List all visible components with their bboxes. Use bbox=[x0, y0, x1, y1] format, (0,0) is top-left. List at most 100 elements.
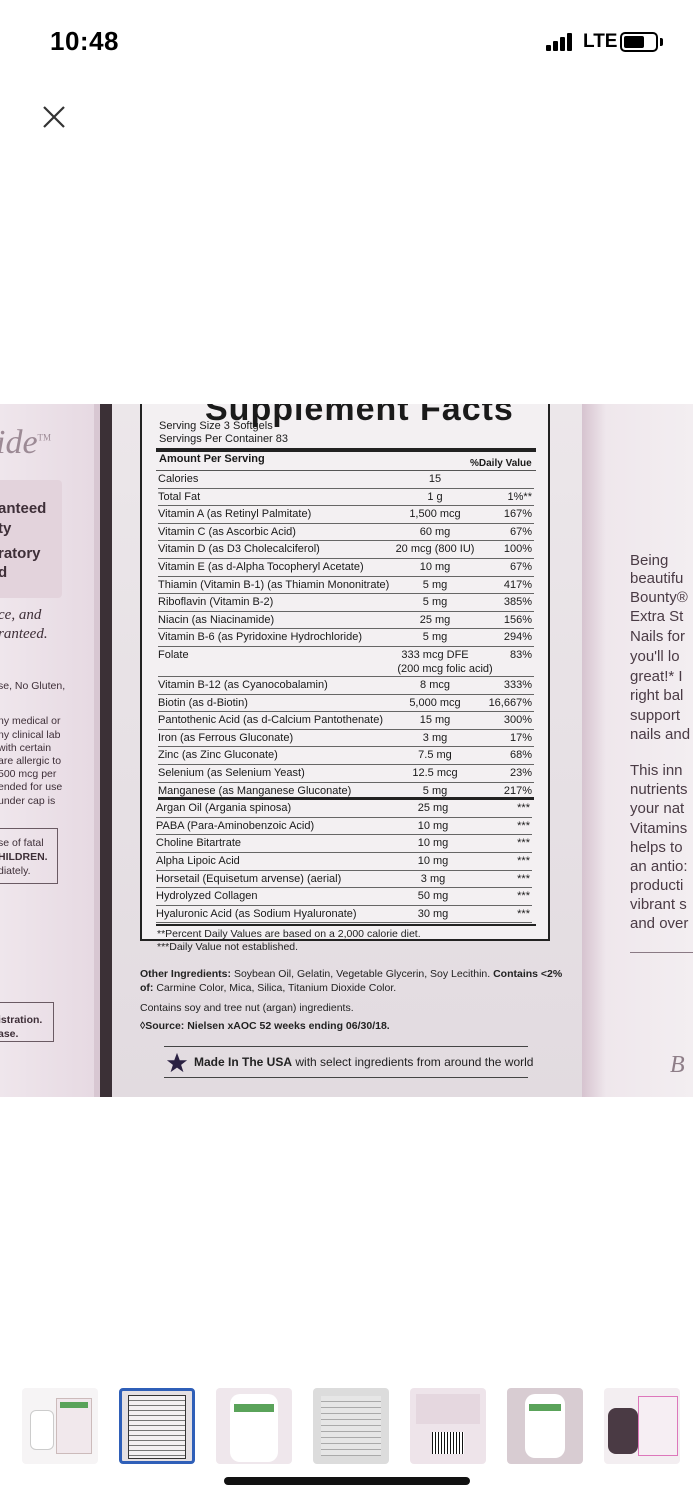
nutrient-row: Zinc (as Zinc Gluconate) 7.5 mg 68% bbox=[158, 747, 534, 765]
nutrient-dv: 1%** bbox=[507, 490, 532, 503]
contains-line: of: Carmine Color, Mica, Silica, Titaniu… bbox=[140, 982, 396, 994]
thumbnail-5[interactable] bbox=[410, 1388, 486, 1464]
nutrient-name: Calories bbox=[158, 473, 199, 485]
nutrient-amount: 3 mg bbox=[420, 872, 446, 885]
nutrient-row: Biotin (as d-Biotin) 5,000 mcg 16,667% bbox=[158, 695, 534, 713]
right-box-line: great!* I bbox=[630, 668, 683, 685]
nutrient-dv: *** bbox=[517, 837, 530, 850]
battery-tip bbox=[660, 38, 663, 46]
nutrient-dv: 333% bbox=[503, 679, 532, 691]
thumbnail-strip bbox=[0, 1386, 693, 1466]
nutrient-name: Manganese (as Manganese Gluconate) bbox=[158, 784, 352, 797]
nutrient-row: Iron (as Ferrous Gluconate) 3 mg 17% bbox=[158, 730, 534, 748]
right-box-line: beautifu bbox=[630, 570, 684, 587]
nutrient-row: Total Fat 1 g 1%** bbox=[158, 489, 534, 507]
nutrient-name: Pantothenic Acid (as d-Calcium Pantothen… bbox=[158, 714, 384, 727]
nutrient-amount: 5 mg bbox=[422, 596, 448, 609]
network-label: LTE bbox=[583, 31, 618, 52]
product-image[interactable]: ideTM anteed ty ratory d ce, and ranteed. se, … bbox=[0, 404, 693, 1097]
nutrient-row: Vitamin B-12 (as Cyanocobalamin) 8 mcg 333… bbox=[158, 677, 534, 695]
nutrient-dv: 17% bbox=[509, 731, 532, 744]
right-box-line: an antio: bbox=[630, 858, 688, 875]
star-icon bbox=[166, 1052, 188, 1073]
nutrient-name: Choline Bitartrate bbox=[156, 837, 241, 850]
nutrient-amount: 3 mg bbox=[422, 731, 448, 744]
thumbnail-7[interactable] bbox=[604, 1388, 680, 1464]
thumbnail-2-selected[interactable] bbox=[119, 1388, 195, 1464]
nutrient-row: Horsetail (Equisetum arvense) (aerial) 3 … bbox=[156, 871, 532, 889]
nutrient-row: Hydrolyzed Collagen 50 mg *** bbox=[156, 888, 532, 906]
nutrient-row: Folate 333 mcg DFE 83% (200 mcg folic acid) bbox=[158, 647, 534, 677]
nutrient-amount: 30 mg bbox=[417, 907, 449, 920]
right-box-line: and over bbox=[630, 915, 689, 932]
nutrient-row: Hyaluronic Acid (as Sodium Hyaluronate) 3… bbox=[156, 906, 532, 924]
nutrient-dv: 67% bbox=[509, 525, 532, 538]
thumbnail-4[interactable] bbox=[313, 1388, 389, 1464]
nutrient-amount: 15 mg bbox=[419, 714, 451, 727]
left-box-brand: ideTM bbox=[0, 424, 52, 461]
nutrient-dv: *** bbox=[517, 819, 530, 832]
left-box-line: ny clinical lab bbox=[0, 729, 61, 741]
nutrient-row: Niacin (as Niacinamide) 25 mg 156% bbox=[158, 612, 534, 630]
supplement-facts-box bbox=[140, 404, 550, 941]
thumbnail-6[interactable] bbox=[507, 1388, 583, 1464]
nutrient-dv: 217% bbox=[503, 784, 532, 797]
facts-divider bbox=[156, 448, 536, 452]
nutrient-amount: 25 mg bbox=[417, 802, 449, 815]
nutrient-name: Thiamin (Vitamin B-1) (as Thiamin Mononi… bbox=[158, 578, 390, 591]
nutrient-name: PABA (Para-Aminobenzoic Acid) bbox=[156, 819, 315, 832]
right-box-line: producti bbox=[630, 877, 684, 894]
nutrient-name: Vitamin A (as Retinyl Palmitate) bbox=[158, 508, 312, 521]
servings-per-container: Servings Per Container 83 bbox=[159, 433, 289, 445]
status-time: 10:48 bbox=[50, 26, 119, 56]
nutrient-dv: 167% bbox=[503, 508, 532, 521]
right-box-line: support bbox=[630, 707, 681, 724]
nutrient-dv: *** bbox=[517, 855, 530, 867]
right-box-line: Extra St bbox=[630, 608, 684, 625]
nutrient-row: Calories 15 bbox=[158, 471, 534, 489]
left-box-line: with certain bbox=[0, 742, 52, 754]
other-ingredients-label: Other Ingredients: bbox=[140, 968, 232, 980]
nutrient-row: Pantothenic Acid (as d-Calcium Pantothen… bbox=[158, 712, 534, 730]
close-button[interactable] bbox=[38, 101, 70, 133]
nutrient-name: Niacin (as Niacinamide) bbox=[158, 613, 275, 626]
contains-list: Carmine Color, Mica, Silica, Titanium Di… bbox=[156, 982, 397, 994]
nutrient-amount: 10 mg bbox=[419, 561, 451, 573]
right-box-line: Vitamins bbox=[630, 820, 688, 837]
nutrient-row: Vitamin B-6 (as Pyridoxine Hydrochloride… bbox=[158, 629, 534, 647]
nutrient-row: Thiamin (Vitamin B-1) (as Thiamin Mononi… bbox=[158, 577, 534, 595]
thumbnail-3[interactable] bbox=[216, 1388, 292, 1464]
made-in-bold: Made In The USA bbox=[194, 1055, 293, 1069]
nutrient-name: Horsetail (Equisetum arvense) (aerial) bbox=[156, 872, 342, 885]
nutrient-name: Biotin (as d-Biotin) bbox=[158, 696, 248, 709]
nutrient-name: Iron (as Ferrous Gluconate) bbox=[158, 731, 294, 744]
nutrient-amount: 25 mg bbox=[419, 613, 451, 626]
nutrient-name: Zinc (as Zinc Gluconate) bbox=[158, 749, 278, 762]
right-box-line: nutrients bbox=[630, 781, 688, 798]
nutrient-amount: 15 bbox=[428, 473, 442, 485]
nutrient-amount: 5 mg bbox=[422, 631, 448, 644]
other-ingredients: Other Ingredients: Soybean Oil, Gelatin,… bbox=[140, 968, 562, 980]
other-ingredients-text: Soybean Oil, Gelatin, Vegetable Glycerin… bbox=[233, 968, 491, 980]
nutrient-dv: 83% bbox=[509, 649, 532, 661]
box-gap bbox=[100, 404, 112, 1097]
left-box-line: are allergic to bbox=[0, 755, 62, 767]
left-box-line: under cap is bbox=[0, 795, 56, 807]
nutrient-amount: 5 mg bbox=[422, 578, 448, 591]
contains-label: Contains <2% bbox=[493, 968, 563, 980]
thumbnail-1[interactable] bbox=[22, 1388, 98, 1464]
nutrient-amount: 10 mg bbox=[417, 837, 449, 850]
allergen-statement: Contains soy and tree nut (argan) ingred… bbox=[140, 1002, 354, 1014]
right-box-line: your nat bbox=[630, 800, 685, 817]
source-note: ◊Source: Nielsen xAOC 52 weeks ending 06… bbox=[140, 1020, 390, 1032]
nutrient-amount: 12.5 mcg bbox=[412, 767, 458, 779]
right-box bbox=[582, 404, 693, 1097]
right-box-line: This inn bbox=[630, 762, 683, 779]
left-box-warning bbox=[0, 828, 58, 884]
nutrient-amount: 20 mcg (800 IU) bbox=[395, 543, 475, 556]
nutrient-row: Manganese (as Manganese Gluconate) 5 mg 21… bbox=[158, 783, 534, 801]
battery-icon bbox=[620, 32, 658, 52]
serving-size: Serving Size 3 Softgels bbox=[159, 420, 273, 432]
nutrient-amount: 5 mg bbox=[422, 784, 448, 797]
nutrient-row: Argan Oil (Argania spinosa) 25 mg *** bbox=[156, 800, 532, 818]
